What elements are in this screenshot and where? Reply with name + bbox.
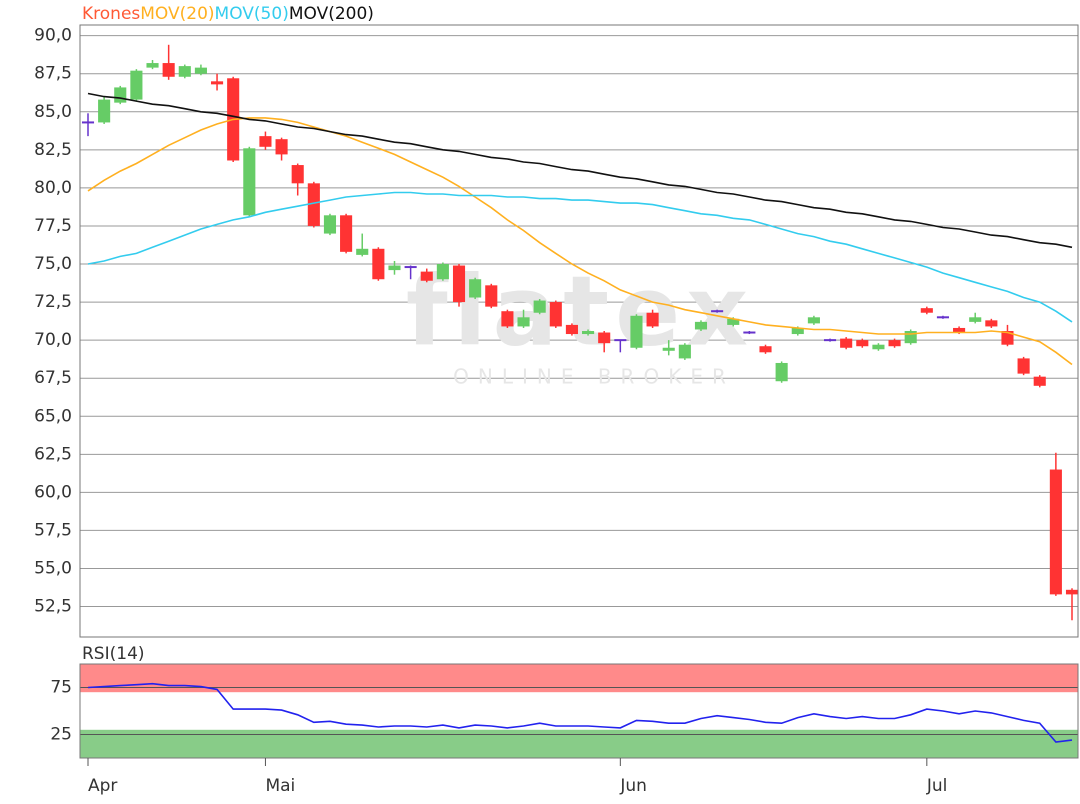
x-tick-label: Jun (619, 776, 647, 796)
candle-body (582, 331, 595, 335)
candle-body (211, 81, 224, 85)
y-tick-label: 57,5 (34, 520, 72, 540)
y-tick-label: 77,5 (34, 216, 72, 236)
y-tick-label: 55,0 (34, 558, 72, 578)
plot-frame (79, 24, 1079, 638)
y-tick-label: 60,0 (34, 482, 72, 502)
candle-body (872, 344, 885, 350)
x-tick-label: Mai (265, 776, 295, 796)
candle-body (969, 317, 982, 322)
candle-body (388, 265, 401, 271)
y-tick-label: 62,5 (34, 444, 72, 464)
moving-average-line (87, 92, 1073, 249)
candle-body (323, 215, 337, 234)
candle-body (194, 67, 207, 74)
candle-body (485, 285, 498, 307)
x-tick-label: Apr (88, 776, 117, 796)
y-tick-label: 70,0 (34, 330, 72, 350)
candle-body (630, 315, 643, 348)
candle-body (98, 99, 111, 123)
candle-body (678, 344, 691, 359)
y-tick-label: 80,0 (34, 178, 72, 198)
moving-average-line (87, 191, 1073, 323)
candle-body (1033, 376, 1046, 386)
candle-body (178, 66, 191, 77)
rsi-line (87, 682, 1073, 743)
candle-body (420, 271, 433, 281)
candle-body (759, 346, 772, 353)
y-tick-label: 75,0 (34, 254, 72, 274)
candle-body (501, 311, 514, 327)
candle-body (356, 248, 369, 255)
y-tick-label: 90,0 (34, 26, 72, 46)
candle-body (146, 63, 159, 68)
candle-body (856, 340, 869, 347)
candle-body (452, 265, 466, 303)
candle-body (259, 136, 272, 147)
candle-body (565, 324, 578, 335)
plot-frame (79, 663, 1079, 759)
candle-body (598, 332, 611, 344)
y-tick-label: 72,5 (34, 292, 72, 312)
candle-body (436, 264, 449, 280)
candle-body (1001, 331, 1014, 345)
legend-entry: MOV(20) (140, 4, 214, 24)
candle-body (727, 318, 740, 325)
candle-body (1017, 358, 1030, 374)
candle-body (1065, 589, 1079, 595)
y-tick-label: 65,0 (34, 406, 72, 426)
candle-body (533, 300, 546, 313)
y-tick-label: 87,5 (34, 64, 72, 84)
panel-title: RSI(14) (82, 644, 145, 664)
candle-body (549, 302, 562, 327)
y-tick-label: 82,5 (34, 140, 72, 160)
y-tick-label: 75 (50, 678, 72, 698)
candle-body (517, 317, 530, 327)
candle-body (307, 183, 320, 226)
candle-body (243, 148, 256, 216)
legend: KronesMOV(20)MOV(50)MOV(200) (82, 4, 374, 24)
candle-body (275, 139, 288, 155)
candle-body (953, 327, 966, 333)
legend-entry: MOV(50) (215, 4, 289, 24)
legend-entry: Krones (82, 4, 140, 24)
candle-body (985, 320, 998, 327)
legend-entry: MOV(200) (289, 4, 374, 24)
y-tick-label: 67,5 (34, 368, 72, 388)
candle-body (694, 321, 708, 330)
candle-body (807, 317, 820, 324)
candle-body (920, 308, 933, 313)
candle-body (662, 347, 675, 351)
x-tick-label: Jul (926, 776, 948, 796)
candle-body (1049, 469, 1062, 595)
candle-body (469, 279, 482, 298)
y-tick-label: 25 (50, 725, 72, 745)
candle-body (372, 248, 385, 280)
candle-body (291, 165, 304, 184)
candle-body (162, 63, 175, 77)
watermark-tagline: ONLINE BROKER (453, 365, 735, 389)
moving-average-line (87, 117, 1073, 366)
y-tick-label: 52,5 (34, 597, 72, 617)
candle-body (646, 312, 659, 327)
candle-body (130, 70, 143, 100)
candle-body (114, 87, 127, 103)
y-tick-label: 85,0 (34, 102, 72, 122)
candle-body (888, 340, 901, 347)
candle-body (840, 338, 853, 348)
candle-body (791, 327, 804, 335)
candle-body (340, 215, 353, 252)
candle-body (775, 362, 788, 382)
